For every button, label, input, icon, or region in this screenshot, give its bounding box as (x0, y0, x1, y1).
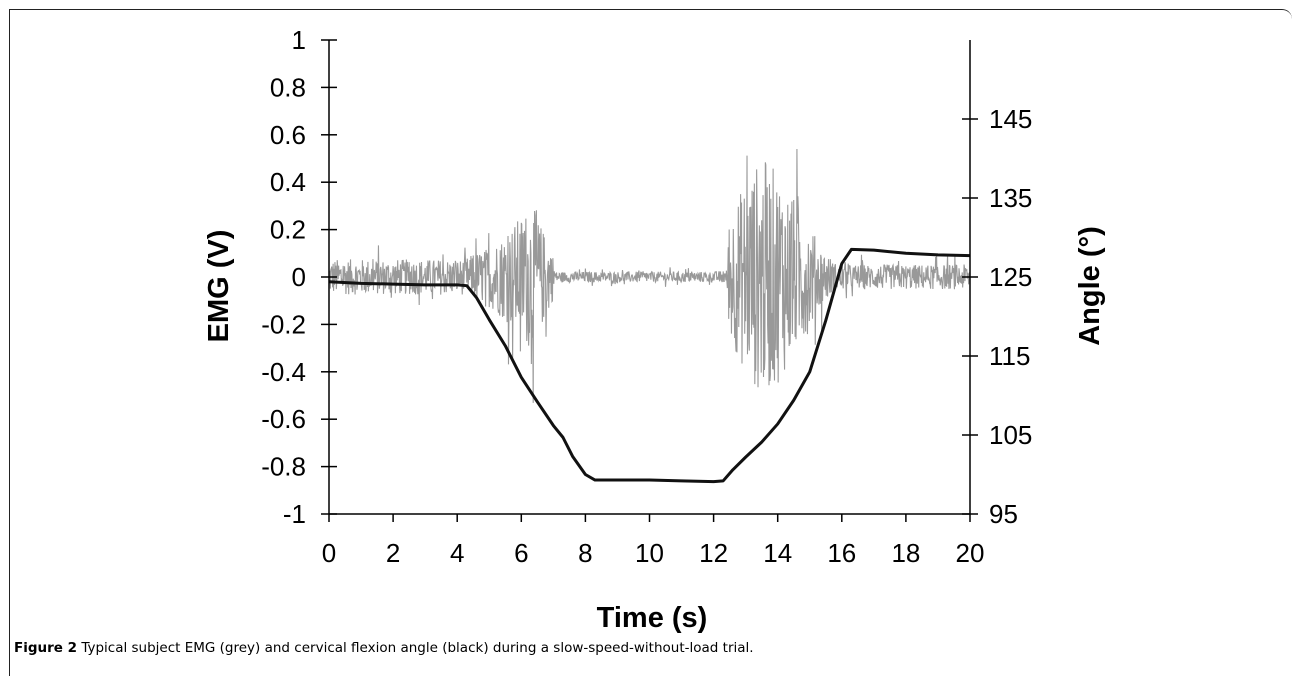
y-tick-label: -0.2 (261, 309, 306, 339)
y2-tick-label: 95 (989, 499, 1018, 529)
emg-angle-chart: 0 2 4 6 8 10 12 14 16 18 20 -1 -0.8 -0.6 -0.4 -0.2 0 0.2 0… (203, 25, 1106, 634)
y2-axis-title: Angle (°) (1074, 226, 1106, 346)
y2-tick-label: 135 (989, 183, 1032, 213)
x-tick-label: 12 (699, 538, 728, 568)
x-tick-label: 6 (514, 538, 528, 568)
angle-series (328, 247, 971, 484)
emg-signal-line (328, 149, 971, 403)
y2-tick-label: 125 (989, 262, 1032, 292)
y-tick-label: 0.6 (270, 120, 306, 150)
x-tick-label: 10 (635, 538, 664, 568)
tick-labels: 0 2 4 6 8 10 12 14 16 18 20 -1 -0.8 -0.6 -0.4 -0.2 0 0.2 0… (261, 25, 1032, 568)
y-tick-label: -0.6 (261, 404, 306, 434)
x-axis-title: Time (s) (597, 602, 708, 634)
chart-axes (321, 39, 978, 522)
y2-tick-label: 105 (989, 420, 1032, 450)
y-tick-label: 0.4 (270, 167, 306, 197)
figure-caption: Figure 2 Typical subject EMG (grey) and … (14, 640, 754, 656)
y-tick-label: 1 (292, 25, 306, 55)
caption-text: Typical subject EMG (grey) and cervical … (77, 640, 754, 656)
y-tick-label: 0.2 (270, 215, 306, 245)
figure-frame (9, 9, 1292, 676)
y-axis-title: EMG (V) (203, 230, 235, 343)
x-tick-label: 18 (891, 538, 920, 568)
y-tick-label: -0.4 (261, 357, 306, 387)
x-tick-label: 4 (450, 538, 464, 568)
y2-tick-label: 145 (989, 104, 1032, 134)
y-tick-label: -1 (283, 499, 306, 529)
x-tick-label: 14 (763, 538, 792, 568)
x-tick-label: 16 (827, 538, 856, 568)
x-tick-label: 20 (956, 538, 985, 568)
y2-tick-label: 115 (989, 341, 1030, 371)
angle-line (328, 247, 971, 484)
y-tick-label: -0.8 (261, 452, 306, 482)
y-tick-label: 0.8 (270, 72, 306, 102)
y-tick-label: 0 (292, 262, 306, 292)
x-tick-label: 0 (322, 538, 336, 568)
x-tick-label: 8 (578, 538, 592, 568)
emg-series (328, 149, 971, 403)
caption-label: Figure 2 (14, 640, 78, 656)
x-tick-label: 2 (386, 538, 400, 568)
